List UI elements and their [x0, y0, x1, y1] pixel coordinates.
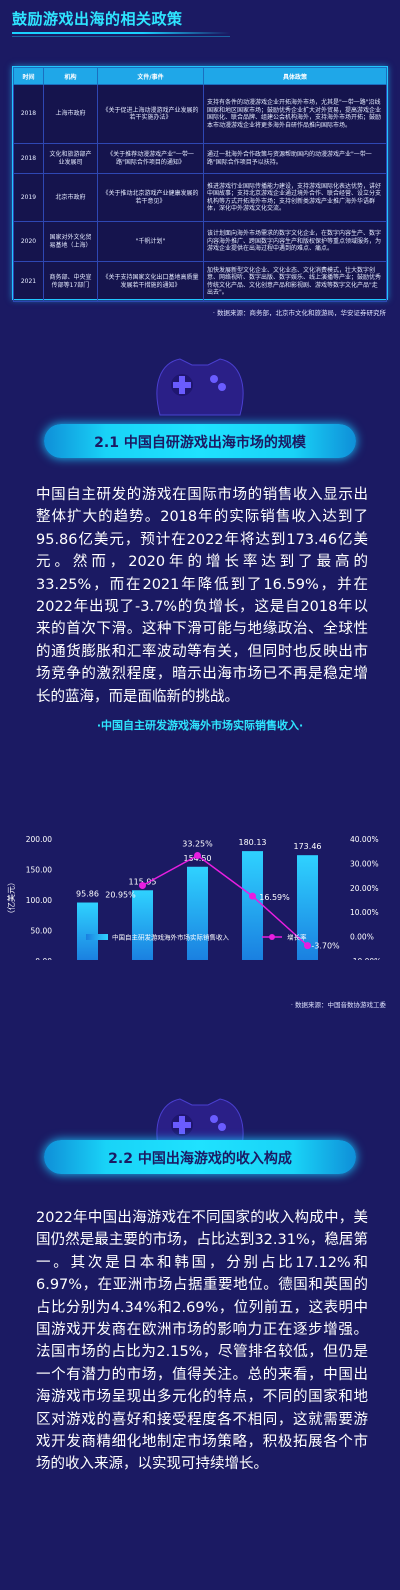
cell-year: 2020 [13, 221, 44, 262]
cell-doc: 《关于促进上海动漫游戏产业发展的若干实施办法》 [97, 84, 204, 144]
banner-title: 2.2 中国出海游戏的收入构成 [108, 1151, 292, 1167]
growth-rate-label: 20.95% [105, 890, 136, 899]
banner-title: 2.1 中国自研游戏出海市场的规模 [94, 435, 306, 451]
cell-doc: 《关于推动北京游戏产业健康发展的若干意见》 [97, 173, 204, 222]
table-row: 2019 北京市政府 《关于推动北京游戏产业健康发展的若干意见》 推进游戏行业国… [13, 173, 387, 222]
bar-value-label: 115.95 [129, 877, 157, 886]
table-row: 2021 商务部、中央宣传部等17部门 《关于支持国家文化出口基地高质量发展若干… [13, 261, 387, 302]
y-tick-label: 0.00 [35, 957, 52, 960]
bar [132, 890, 153, 960]
bar-value-label: 180.13 [239, 838, 267, 847]
paragraph-market-scale: 中国自主研发的游戏在国际市场的销售收入显示出整体扩大的趋势。2018年的实际销售… [36, 487, 368, 705]
growth-rate-label: 33.25% [182, 839, 213, 848]
source-note-chart: · 数据来源：中国音数协游戏工委 [290, 1001, 386, 1009]
cell-org: 商务部、中央宣传部等17部门 [43, 261, 98, 302]
growth-rate-point [304, 942, 311, 950]
section-banner-2-1: 2.1 中国自研游戏出海市场的规模 [44, 424, 356, 458]
section-banner-2-2: 2.2 中国出海游戏的收入构成 [44, 1140, 356, 1174]
y2-tick-label: -10.00% [350, 957, 381, 960]
legend-label-line: 增长率 [287, 933, 307, 942]
header-cell-time: 时间 [13, 67, 44, 85]
cell-policy: 加快发展新型文化企业、文化业态、文化消费模式，壮大数字创意、网络视听、数字出版、… [203, 261, 387, 302]
bar-value-label: 95.86 [76, 890, 99, 899]
y-tick-label: 200.00 [26, 835, 52, 844]
table-row: 2018 文化和旅游部产业发展司 《关于推荐动漫游戏产业"一带一路"国际合作项目… [13, 143, 387, 174]
source-note-policy: · 数据来源：商务部，北京市文化和旅游局，华安证券研究所 [212, 309, 386, 317]
cell-policy: 该计划面向海外市场需求的数字文化企业，在数字内容生产、数字内容海外推广、跨国数字… [203, 221, 387, 262]
y-axis-label: （亿美元） [6, 878, 16, 918]
bar [242, 851, 263, 960]
table-row: 2020 国家对外文化贸易基地（上海） "千帆计划" 该计划面向海外市场需求的数… [13, 221, 387, 262]
gamepad-icon [156, 358, 244, 416]
growth-rate-label: -3.70% [311, 942, 340, 951]
growth-rate-point [194, 851, 201, 859]
cell-org: 上海市政府 [43, 84, 98, 144]
title-underline-thin [12, 36, 230, 37]
cell-policy: 推进游戏行业国际传播能力建设，支持游戏国际化表达优势，讲好中国故事；支持北京游戏… [203, 173, 387, 222]
y-tick-label: 150.00 [26, 866, 52, 875]
cell-org: 国家对外文化贸易基地（上海） [43, 221, 98, 262]
y-tick-label: 50.00 [31, 927, 53, 936]
growth-rate-line [142, 854, 309, 947]
cell-doc: 《关于推荐动漫游戏产业"一带一路"国际合作项目的通知》 [97, 143, 204, 174]
title-underline [12, 32, 230, 34]
cell-org: 文化和旅游部产业发展司 [43, 143, 98, 174]
policy-table: 时间 机构 文件/事件 具体政策 2018 上海市政府 《关于促进上海动漫游戏产… [13, 67, 387, 302]
legend-swatch-bar [86, 934, 108, 940]
bar [297, 855, 318, 960]
cell-doc: "千帆计划" [97, 221, 204, 262]
cell-policy: 支持有条件的动漫游戏企业开拓海外市场，尤其是"一带一路"沿线国家和地区国家市场；… [203, 84, 387, 144]
legend-label-bar: 中国自主研发游戏海外市场实际销售收入 [112, 933, 230, 942]
y-tick-label: 100.00 [26, 896, 52, 905]
y2-tick-label: 20.00% [350, 884, 379, 893]
policy-table-frame: 时间 机构 文件/事件 具体政策 2018 上海市政府 《关于促进上海动漫游戏产… [12, 66, 388, 302]
bar [77, 902, 98, 960]
bar-value-label: 173.46 [294, 842, 322, 851]
bar [187, 866, 208, 960]
section-title: 鼓励游戏出海的相关政策 [12, 10, 183, 28]
table-row: 2018 上海市政府 《关于促进上海动漫游戏产业发展的若干实施办法》 支持有条件… [13, 84, 387, 144]
y2-tick-label: 0.00% [350, 933, 374, 942]
paragraph-revenue-composition: 2022年中国出海游戏在不同国家的收入构成中，美国仍然是最主要的市场，占比达到3… [36, 1210, 368, 1473]
y2-tick-label: 30.00% [350, 859, 379, 868]
revenue-chart: （亿美元） 0.00 50.00 100.00 150.00 200.00 -10.00% 0… [6, 835, 381, 960]
y2-tick-label: 40.00% [350, 835, 379, 844]
growth-rate-point [139, 881, 146, 889]
cell-year: 2018 [13, 143, 44, 174]
cell-doc: 《关于支持国家文化出口基地高质量发展若干措施的通知》 [97, 261, 204, 302]
cell-year: 2019 [13, 173, 44, 222]
cell-year: 2021 [13, 261, 44, 302]
legend-swatch-point [269, 934, 275, 940]
header-cell-policy: 具体政策 [203, 67, 387, 85]
cell-policy: 通过一批海外合作政策与资源帮助国内的动漫游戏产业"一带一路"国际合作项目予以扶持… [203, 143, 387, 174]
cell-org: 北京市政府 [43, 173, 98, 222]
cell-year: 2018 [13, 84, 44, 144]
growth-rate-point [249, 892, 256, 900]
header-cell-org: 机构 [43, 67, 98, 85]
table-header-row: 时间 机构 文件/事件 具体政策 [13, 67, 387, 85]
y2-tick-label: 10.00% [350, 908, 379, 917]
growth-rate-label: 16.59% [259, 893, 290, 902]
header-cell-doc: 文件/事件 [97, 67, 204, 85]
chart-title: ·中国自主研发游戏海外市场实际销售收入· [96, 719, 304, 732]
